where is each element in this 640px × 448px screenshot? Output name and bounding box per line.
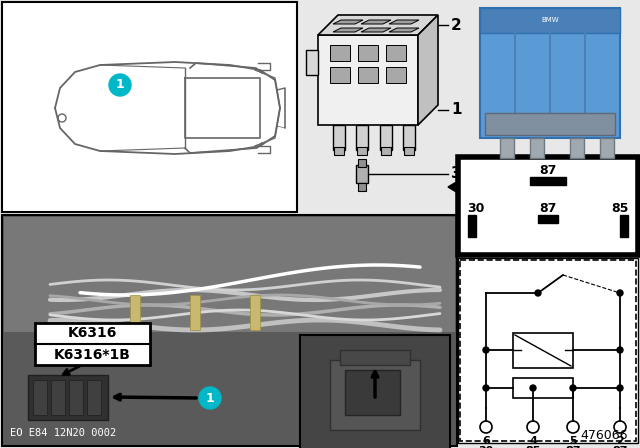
Bar [333, 125, 345, 150]
Circle shape [530, 385, 536, 391]
Bar [468, 215, 476, 237]
Text: 4: 4 [529, 436, 537, 446]
Bar [356, 165, 368, 183]
Bar [403, 125, 415, 150]
Text: 1: 1 [116, 78, 124, 91]
Bar [358, 159, 366, 167]
Polygon shape [418, 15, 438, 125]
Bar [500, 138, 514, 158]
Circle shape [199, 387, 221, 409]
Text: K6316: K6316 [68, 326, 117, 340]
Bar [485, 113, 615, 135]
Bar [190, 295, 200, 330]
Polygon shape [318, 15, 438, 35]
Bar [530, 138, 544, 158]
Bar [330, 45, 350, 61]
Bar [600, 138, 614, 158]
Circle shape [535, 290, 541, 296]
Bar [306, 50, 318, 75]
Bar [35, 323, 150, 365]
Bar [358, 183, 366, 191]
Circle shape [567, 421, 579, 433]
Bar [4, 217, 455, 332]
Text: 5: 5 [569, 436, 577, 446]
Text: 87: 87 [612, 446, 628, 448]
Text: 85: 85 [525, 446, 541, 448]
Polygon shape [389, 20, 419, 24]
Bar [513, 378, 573, 398]
Text: 1: 1 [205, 392, 214, 405]
Text: 85: 85 [611, 202, 628, 215]
Text: 3: 3 [451, 167, 461, 181]
Text: 476066: 476066 [580, 429, 628, 442]
Bar [404, 147, 414, 155]
Bar [538, 215, 558, 223]
Bar [318, 35, 418, 125]
Circle shape [483, 385, 489, 391]
Bar [51, 380, 65, 415]
Bar [334, 147, 344, 155]
Bar [345, 370, 400, 415]
Circle shape [527, 421, 539, 433]
Text: 87: 87 [565, 446, 580, 448]
Bar [386, 67, 406, 83]
Text: 2: 2 [616, 436, 624, 446]
Bar [330, 67, 350, 83]
Bar [87, 380, 101, 415]
Bar [2, 2, 297, 212]
Bar [357, 147, 367, 155]
Bar [358, 45, 378, 61]
Text: 30: 30 [478, 446, 493, 448]
Polygon shape [333, 20, 363, 24]
Bar [69, 380, 83, 415]
Circle shape [617, 385, 623, 391]
Bar [620, 215, 628, 237]
Bar [2, 215, 457, 446]
Bar [460, 260, 636, 441]
Bar [386, 45, 406, 61]
Text: 2: 2 [451, 17, 461, 33]
Text: 30: 30 [467, 202, 484, 215]
Bar [130, 295, 140, 330]
Circle shape [570, 385, 576, 391]
Polygon shape [361, 20, 391, 24]
Polygon shape [448, 181, 458, 193]
Text: BMW: BMW [541, 17, 559, 23]
Text: 87: 87 [540, 164, 557, 177]
Bar [28, 375, 108, 420]
Circle shape [480, 421, 492, 433]
Bar [458, 157, 638, 255]
Text: EO E84 12N20 0002: EO E84 12N20 0002 [10, 428, 116, 438]
Circle shape [614, 421, 626, 433]
Bar [300, 335, 450, 448]
Bar [530, 177, 566, 185]
Text: 1: 1 [451, 103, 461, 117]
Bar [356, 125, 368, 150]
Circle shape [483, 347, 489, 353]
Bar [513, 333, 573, 368]
Text: K6316*1B: K6316*1B [54, 348, 131, 362]
Polygon shape [361, 28, 391, 32]
Text: 6: 6 [482, 436, 490, 446]
Bar [33, 380, 47, 415]
Text: 87: 87 [540, 202, 557, 215]
Bar [358, 67, 378, 83]
Bar [330, 360, 420, 430]
Bar [381, 147, 391, 155]
Bar [458, 258, 638, 443]
Bar [250, 295, 260, 330]
Polygon shape [333, 28, 363, 32]
Circle shape [109, 74, 131, 96]
Polygon shape [638, 219, 640, 231]
Circle shape [617, 347, 623, 353]
Bar [380, 125, 392, 150]
Bar [340, 350, 410, 365]
Bar [480, 8, 620, 33]
Circle shape [617, 290, 623, 296]
Bar [570, 138, 584, 158]
Polygon shape [389, 28, 419, 32]
Bar [480, 8, 620, 138]
